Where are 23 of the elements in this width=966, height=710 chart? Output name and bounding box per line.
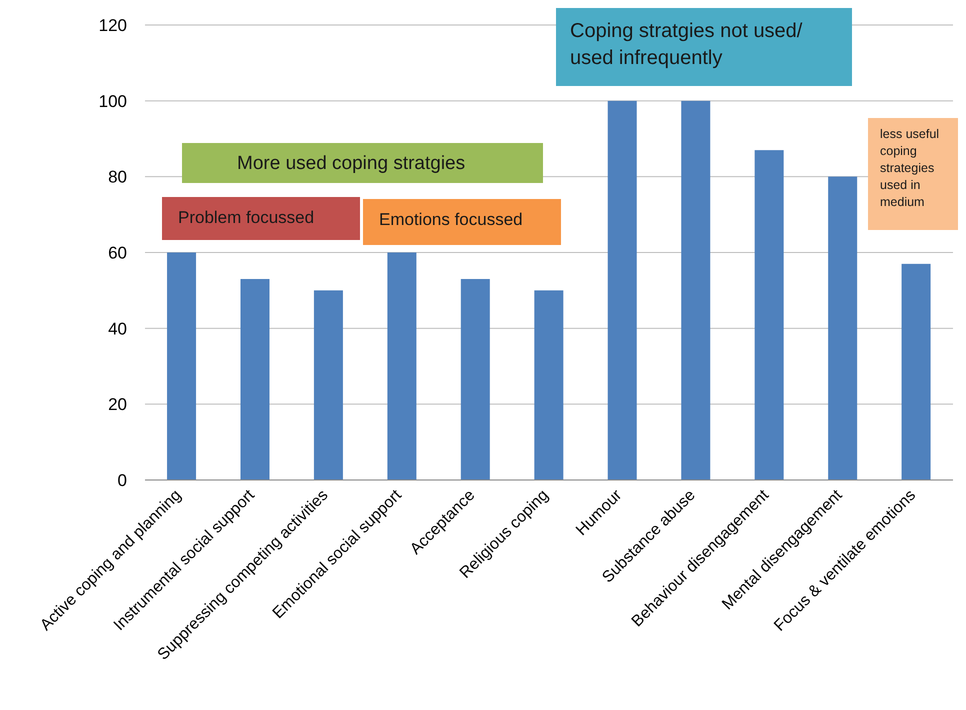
y-tick-label: 120: [98, 16, 127, 36]
bar: [902, 264, 931, 480]
bar: [240, 279, 270, 480]
y-tick-label: 0: [118, 471, 127, 490]
label-box: Problem focussed: [162, 197, 360, 240]
y-tick-label: 20: [108, 395, 127, 414]
label-box: Emotions focussed: [363, 199, 561, 245]
y-tick-label: 60: [108, 244, 127, 263]
bar: [681, 100, 710, 480]
label-box: Coping stratgies not used/ used infrequently: [556, 8, 852, 86]
bar: [754, 150, 784, 480]
y-tick-label: 80: [108, 168, 127, 187]
bar: [167, 252, 196, 480]
y-tick-label: 100: [98, 92, 127, 111]
bar: [314, 290, 343, 480]
label-box: less useful coping strategies used in medium: [868, 118, 958, 230]
bar: [387, 252, 416, 480]
y-tick-label: 40: [108, 319, 127, 338]
bar: [460, 279, 490, 480]
bar: [534, 290, 564, 480]
bar: [608, 100, 637, 480]
label-box: More used coping stratgies: [182, 143, 543, 183]
bar: [828, 176, 858, 480]
